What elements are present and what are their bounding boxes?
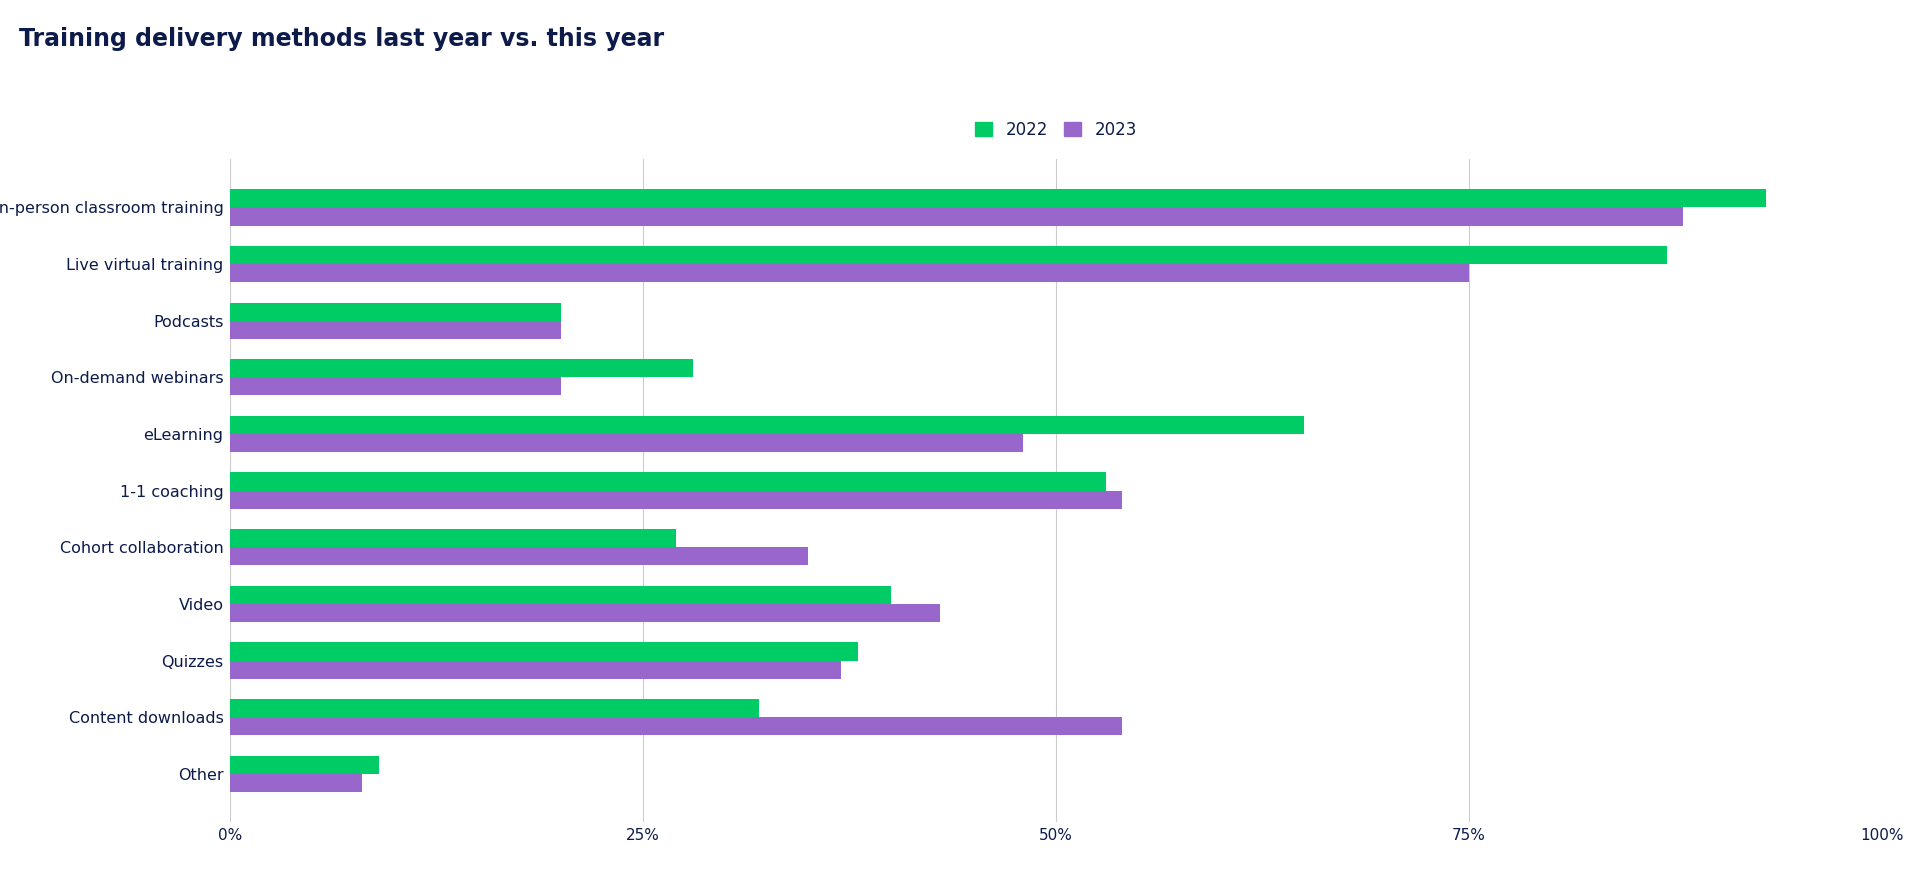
Bar bbox=[230, 643, 858, 660]
Bar bbox=[230, 604, 941, 622]
Bar bbox=[230, 472, 1106, 491]
Bar bbox=[230, 774, 363, 792]
Bar bbox=[230, 434, 1023, 452]
Bar bbox=[230, 264, 1469, 282]
Bar bbox=[230, 699, 758, 717]
Bar bbox=[230, 359, 693, 377]
Bar bbox=[230, 321, 561, 339]
Bar bbox=[230, 189, 1766, 208]
Bar bbox=[230, 377, 561, 395]
Text: Training delivery methods last year vs. this year: Training delivery methods last year vs. … bbox=[19, 27, 664, 50]
Bar bbox=[230, 415, 1304, 434]
Bar bbox=[230, 660, 841, 679]
Bar bbox=[230, 246, 1667, 264]
Bar bbox=[230, 547, 808, 566]
Bar bbox=[230, 208, 1684, 225]
Bar bbox=[230, 586, 891, 604]
Bar bbox=[230, 756, 378, 774]
Bar bbox=[230, 491, 1121, 509]
Bar bbox=[230, 530, 676, 547]
Legend: 2022, 2023: 2022, 2023 bbox=[968, 114, 1144, 146]
Bar bbox=[230, 302, 561, 321]
Bar bbox=[230, 717, 1121, 735]
